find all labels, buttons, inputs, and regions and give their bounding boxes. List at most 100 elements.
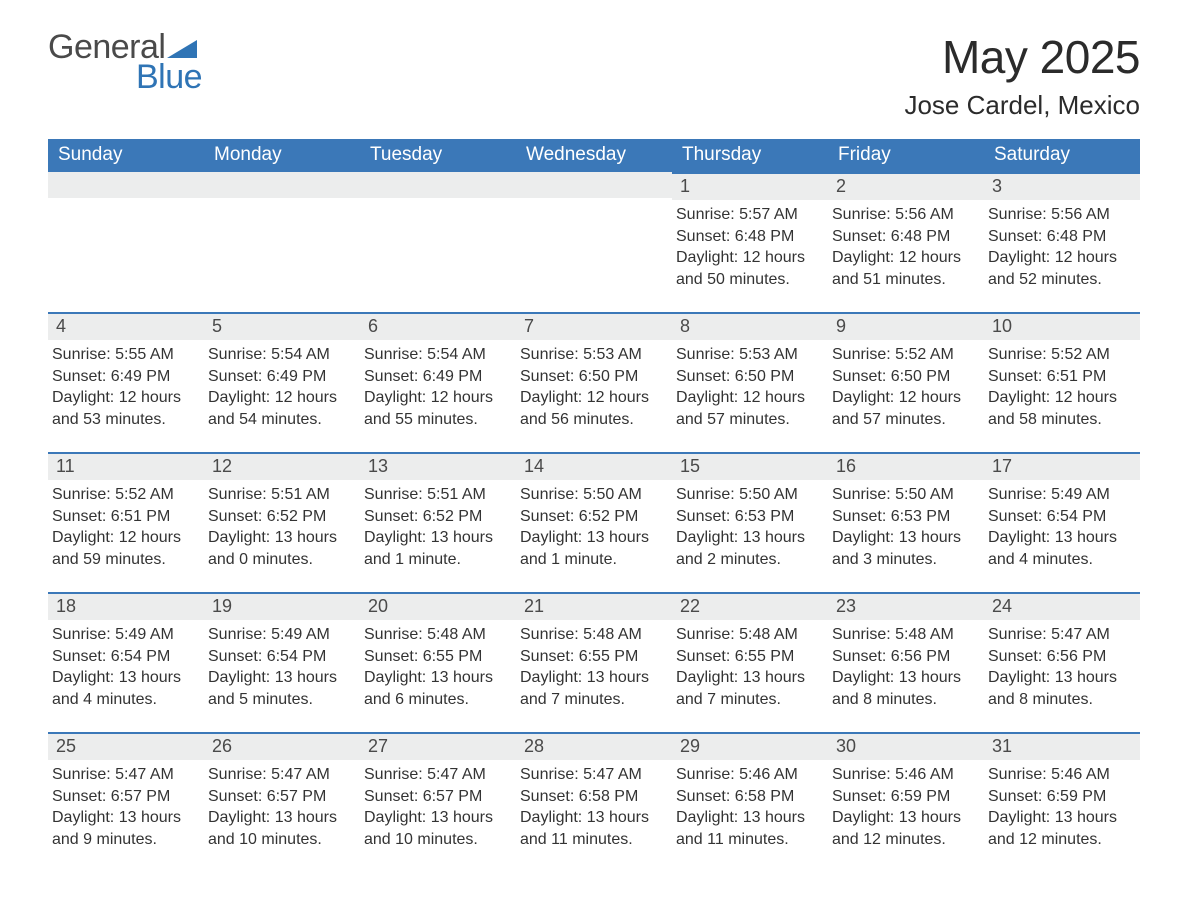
- day-number: 30: [828, 732, 984, 760]
- sunset-text: Sunset: 6:53 PM: [676, 506, 822, 528]
- calendar-day-cell: 11Sunrise: 5:52 AMSunset: 6:51 PMDayligh…: [48, 452, 204, 592]
- day-number-empty: [516, 172, 672, 198]
- day-details: Sunrise: 5:49 AMSunset: 6:54 PMDaylight:…: [204, 620, 360, 714]
- calendar-day-cell: 16Sunrise: 5:50 AMSunset: 6:53 PMDayligh…: [828, 452, 984, 592]
- day-details: Sunrise: 5:51 AMSunset: 6:52 PMDaylight:…: [360, 480, 516, 574]
- day-number: 21: [516, 592, 672, 620]
- daylight-text: and 5 minutes.: [208, 689, 354, 711]
- daylight-text: and 11 minutes.: [676, 829, 822, 851]
- sunrise-text: Sunrise: 5:47 AM: [520, 764, 666, 786]
- daylight-text: and 8 minutes.: [832, 689, 978, 711]
- sunset-text: Sunset: 6:50 PM: [520, 366, 666, 388]
- daylight-text: Daylight: 13 hours: [676, 527, 822, 549]
- daylight-text: Daylight: 13 hours: [520, 527, 666, 549]
- day-details: Sunrise: 5:50 AMSunset: 6:52 PMDaylight:…: [516, 480, 672, 574]
- weekday-header: Friday: [828, 139, 984, 172]
- sunrise-text: Sunrise: 5:50 AM: [676, 484, 822, 506]
- daylight-text: Daylight: 12 hours: [988, 387, 1134, 409]
- sunset-text: Sunset: 6:48 PM: [832, 226, 978, 248]
- sunrise-text: Sunrise: 5:48 AM: [364, 624, 510, 646]
- sunrise-text: Sunrise: 5:52 AM: [988, 344, 1134, 366]
- day-details: Sunrise: 5:52 AMSunset: 6:51 PMDaylight:…: [984, 340, 1140, 434]
- calendar-day-cell: 10Sunrise: 5:52 AMSunset: 6:51 PMDayligh…: [984, 312, 1140, 452]
- sunset-text: Sunset: 6:57 PM: [208, 786, 354, 808]
- day-number: 12: [204, 452, 360, 480]
- day-details: Sunrise: 5:56 AMSunset: 6:48 PMDaylight:…: [984, 200, 1140, 294]
- daylight-text: and 57 minutes.: [676, 409, 822, 431]
- sunset-text: Sunset: 6:59 PM: [832, 786, 978, 808]
- day-details: Sunrise: 5:52 AMSunset: 6:50 PMDaylight:…: [828, 340, 984, 434]
- sunrise-text: Sunrise: 5:54 AM: [208, 344, 354, 366]
- daylight-text: and 11 minutes.: [520, 829, 666, 851]
- daylight-text: Daylight: 13 hours: [208, 667, 354, 689]
- day-number: 15: [672, 452, 828, 480]
- calendar-day-cell: 9Sunrise: 5:52 AMSunset: 6:50 PMDaylight…: [828, 312, 984, 452]
- calendar-day-cell: 18Sunrise: 5:49 AMSunset: 6:54 PMDayligh…: [48, 592, 204, 732]
- sunset-text: Sunset: 6:54 PM: [988, 506, 1134, 528]
- daylight-text: and 53 minutes.: [52, 409, 198, 431]
- day-number: 28: [516, 732, 672, 760]
- sunset-text: Sunset: 6:51 PM: [52, 506, 198, 528]
- sunset-text: Sunset: 6:57 PM: [52, 786, 198, 808]
- day-number: 29: [672, 732, 828, 760]
- day-details: Sunrise: 5:46 AMSunset: 6:59 PMDaylight:…: [828, 760, 984, 854]
- sunset-text: Sunset: 6:55 PM: [520, 646, 666, 668]
- brand-word2: Blue: [136, 58, 202, 97]
- daylight-text: and 55 minutes.: [364, 409, 510, 431]
- day-number: 6: [360, 312, 516, 340]
- day-number: 19: [204, 592, 360, 620]
- daylight-text: and 4 minutes.: [988, 549, 1134, 571]
- day-number: 22: [672, 592, 828, 620]
- daylight-text: and 54 minutes.: [208, 409, 354, 431]
- daylight-text: Daylight: 12 hours: [364, 387, 510, 409]
- sunrise-text: Sunrise: 5:52 AM: [832, 344, 978, 366]
- calendar-day-cell: 1Sunrise: 5:57 AMSunset: 6:48 PMDaylight…: [672, 172, 828, 312]
- sunset-text: Sunset: 6:50 PM: [676, 366, 822, 388]
- brand-logo: General Blue: [48, 30, 202, 97]
- day-details: Sunrise: 5:55 AMSunset: 6:49 PMDaylight:…: [48, 340, 204, 434]
- header: General Blue May 2025 Jose Cardel, Mexic…: [48, 30, 1140, 121]
- calendar-day-cell: 24Sunrise: 5:47 AMSunset: 6:56 PMDayligh…: [984, 592, 1140, 732]
- weekday-header: Sunday: [48, 139, 204, 172]
- daylight-text: and 59 minutes.: [52, 549, 198, 571]
- calendar-day-cell: [204, 172, 360, 312]
- daylight-text: Daylight: 13 hours: [988, 807, 1134, 829]
- day-number: 23: [828, 592, 984, 620]
- daylight-text: Daylight: 12 hours: [208, 387, 354, 409]
- day-number: 8: [672, 312, 828, 340]
- sunrise-text: Sunrise: 5:56 AM: [988, 204, 1134, 226]
- calendar-table: Sunday Monday Tuesday Wednesday Thursday…: [48, 139, 1140, 872]
- day-number: 20: [360, 592, 516, 620]
- location-subtitle: Jose Cardel, Mexico: [904, 90, 1140, 121]
- sunset-text: Sunset: 6:48 PM: [676, 226, 822, 248]
- day-details: Sunrise: 5:47 AMSunset: 6:56 PMDaylight:…: [984, 620, 1140, 714]
- sunrise-text: Sunrise: 5:48 AM: [832, 624, 978, 646]
- day-details: Sunrise: 5:49 AMSunset: 6:54 PMDaylight:…: [48, 620, 204, 714]
- calendar-day-cell: 19Sunrise: 5:49 AMSunset: 6:54 PMDayligh…: [204, 592, 360, 732]
- daylight-text: and 4 minutes.: [52, 689, 198, 711]
- daylight-text: and 58 minutes.: [988, 409, 1134, 431]
- calendar-day-cell: [360, 172, 516, 312]
- daylight-text: Daylight: 13 hours: [832, 527, 978, 549]
- daylight-text: Daylight: 13 hours: [364, 667, 510, 689]
- daylight-text: Daylight: 12 hours: [52, 527, 198, 549]
- sunset-text: Sunset: 6:50 PM: [832, 366, 978, 388]
- day-details: Sunrise: 5:47 AMSunset: 6:57 PMDaylight:…: [48, 760, 204, 854]
- day-details: Sunrise: 5:53 AMSunset: 6:50 PMDaylight:…: [672, 340, 828, 434]
- sunset-text: Sunset: 6:49 PM: [208, 366, 354, 388]
- day-number: 7: [516, 312, 672, 340]
- calendar-day-cell: 28Sunrise: 5:47 AMSunset: 6:58 PMDayligh…: [516, 732, 672, 872]
- sunrise-text: Sunrise: 5:49 AM: [52, 624, 198, 646]
- calendar-week-row: 18Sunrise: 5:49 AMSunset: 6:54 PMDayligh…: [48, 592, 1140, 732]
- daylight-text: Daylight: 12 hours: [988, 247, 1134, 269]
- sunset-text: Sunset: 6:52 PM: [208, 506, 354, 528]
- daylight-text: Daylight: 13 hours: [520, 807, 666, 829]
- daylight-text: Daylight: 13 hours: [520, 667, 666, 689]
- daylight-text: and 57 minutes.: [832, 409, 978, 431]
- day-number: 14: [516, 452, 672, 480]
- sunrise-text: Sunrise: 5:53 AM: [676, 344, 822, 366]
- sunrise-text: Sunrise: 5:47 AM: [988, 624, 1134, 646]
- calendar-day-cell: 20Sunrise: 5:48 AMSunset: 6:55 PMDayligh…: [360, 592, 516, 732]
- sunrise-text: Sunrise: 5:48 AM: [676, 624, 822, 646]
- daylight-text: Daylight: 12 hours: [676, 387, 822, 409]
